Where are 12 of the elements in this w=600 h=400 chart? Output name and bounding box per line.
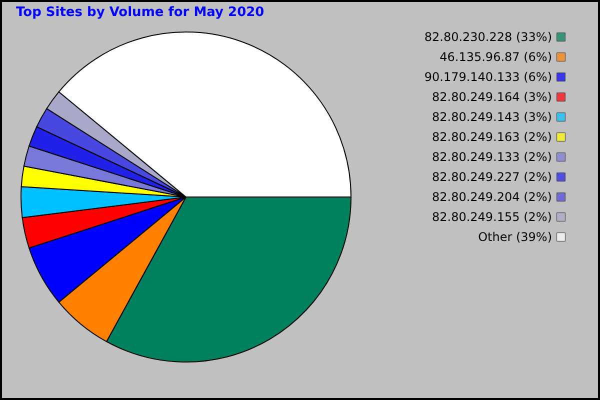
legend-label: 90.179.140.133 (6%) (424, 70, 552, 84)
legend-label: 46.135.96.87 (6%) (440, 50, 552, 64)
legend-label: 82.80.249.133 (2%) (432, 150, 552, 164)
legend-label: 82.80.249.204 (2%) (432, 190, 552, 204)
legend-label: 82.80.249.155 (2%) (432, 210, 552, 224)
legend-label: 82.80.249.143 (3%) (432, 110, 552, 124)
legend-label: 82.80.249.163 (2%) (432, 130, 552, 144)
chart-title: Top Sites by Volume for May 2020 (16, 5, 264, 20)
legend-label: 82.80.230.228 (33%) (424, 30, 552, 44)
legend-label: 82.80.249.164 (3%) (432, 90, 552, 104)
legend-label: Other (39%) (478, 230, 552, 244)
legend-label: 82.80.249.227 (2%) (432, 170, 552, 184)
